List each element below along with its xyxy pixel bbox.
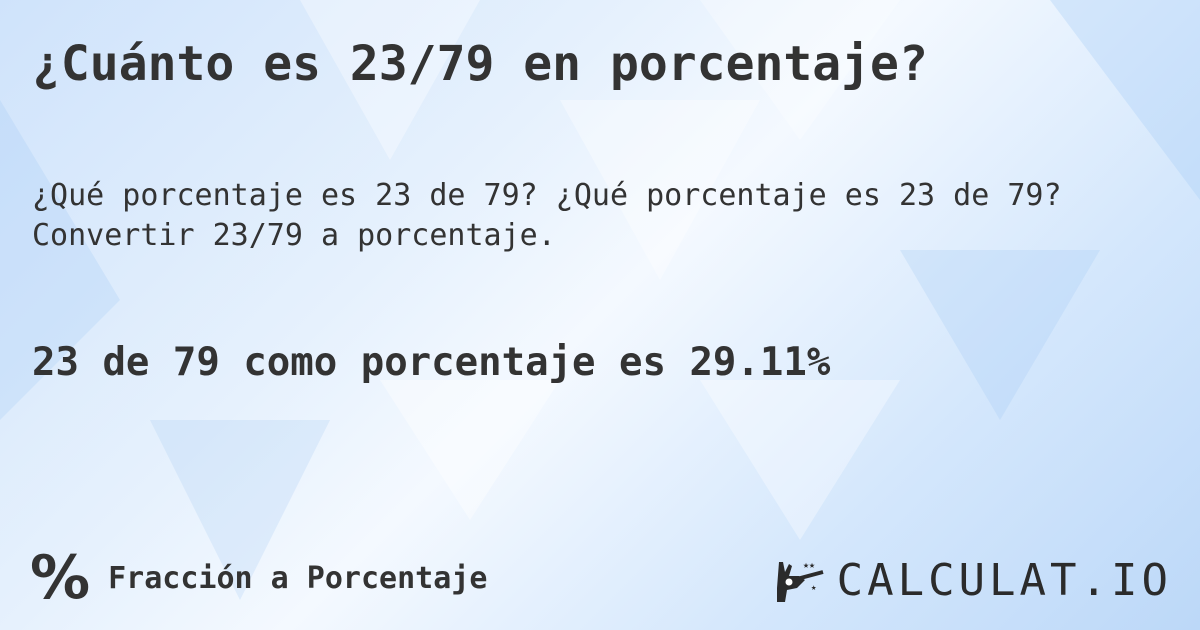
subtitle-line-1: ¿Qué porcentaje es 23 de 79? ¿Qué porcen… — [32, 178, 1062, 213]
subtitle-line-2: Convertir 23/79 a porcentaje. — [32, 218, 556, 253]
logo-text: CALCULAT.IO — [836, 555, 1172, 606]
subtitle: ¿Qué porcentaje es 23 de 79? ¿Qué porcen… — [32, 176, 1062, 256]
percent-icon: % — [30, 543, 91, 613]
calculat-io-logo[interactable]: ★★ ★ CALCULAT.IO — [775, 555, 1172, 606]
category-link[interactable]: % Fracción a Porcentaje — [30, 548, 487, 608]
category-label: Fracción a Porcentaje — [108, 560, 488, 596]
svg-text:★: ★ — [811, 583, 817, 593]
result-text: 23 de 79 como porcentaje es 29.11% — [32, 340, 831, 385]
svg-text:★★: ★★ — [803, 560, 815, 571]
page-title: ¿Cuánto es 23/79 en porcentaje? — [32, 36, 928, 92]
magic-hand-icon: ★★ ★ — [776, 560, 824, 602]
